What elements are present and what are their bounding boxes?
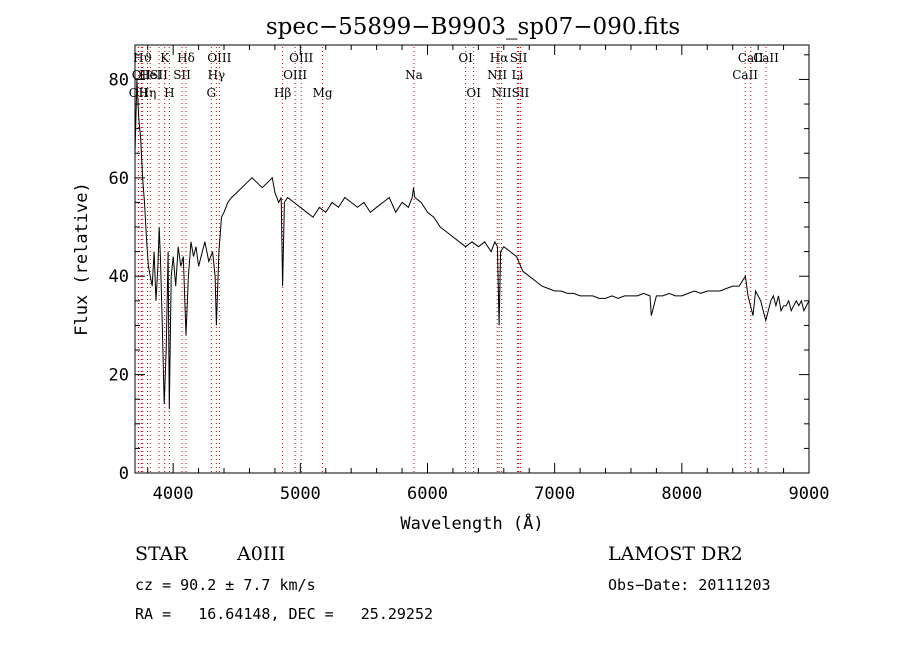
- y-axis: 0 20 40 60 80: [109, 54, 809, 484]
- y-tick-label: 80: [109, 70, 129, 90]
- line-label: OIII: [283, 68, 307, 82]
- line-label: NII: [492, 86, 512, 100]
- line-label: OIII: [207, 51, 231, 65]
- coordinates: RA = 16.64148, DEC = 25.29252: [135, 605, 433, 623]
- line-label: Hα: [490, 51, 509, 65]
- survey-name: LAMOST DR2: [608, 543, 743, 565]
- object-subclass: A0III: [236, 543, 285, 565]
- line-label: Na: [405, 68, 423, 82]
- line-label: G: [207, 86, 217, 100]
- x-tick-label: 8000: [661, 484, 702, 504]
- line-label: CaII: [732, 68, 758, 82]
- line-label: SII: [512, 86, 530, 100]
- line-label: OIII: [289, 51, 313, 65]
- y-axis-label: Flux (relative): [72, 182, 92, 336]
- line-label: H: [164, 86, 174, 100]
- chart-title: spec−55899−B9903_sp07−090.fits: [266, 14, 680, 40]
- line-label: SII: [510, 51, 528, 65]
- line-label: OΙΙ: [132, 68, 152, 82]
- line-markers: [137, 47, 767, 472]
- x-tick-label: 7000: [534, 484, 575, 504]
- y-tick-label: 0: [119, 464, 129, 484]
- line-label: Hη: [139, 86, 157, 100]
- x-axis-label: Wavelength (Å): [400, 512, 543, 534]
- line-labels: OIIOΙΙHϑHηHeISIIKHHδSIIGHγOIIIHβOIIIOIII…: [129, 51, 779, 100]
- line-label: Hγ: [208, 68, 226, 82]
- plot-frame: [134, 44, 810, 474]
- line-label: SII: [150, 68, 168, 82]
- line-label: Li: [511, 68, 523, 82]
- object-class: STAR: [135, 543, 188, 565]
- line-label: CaII: [753, 51, 779, 65]
- line-label: Hδ: [177, 51, 195, 65]
- x-axis: 4000 5000 6000 7000 8000 9000: [147, 45, 830, 504]
- line-label: OI: [458, 51, 473, 65]
- x-tick-label: 9000: [789, 484, 830, 504]
- line-label: OI: [466, 86, 481, 100]
- line-label: Hβ: [274, 86, 291, 100]
- x-tick-label: 5000: [280, 484, 321, 504]
- line-label: Mg: [313, 86, 333, 100]
- x-tick-label: 6000: [407, 484, 448, 504]
- line-label: K: [160, 51, 170, 65]
- x-tick-label: 4000: [153, 484, 194, 504]
- y-tick-label: 20: [109, 366, 129, 386]
- line-label: SII: [173, 68, 191, 82]
- redshift-value: cz = 90.2 ± 7.7 km/s: [135, 576, 316, 594]
- line-label: NII: [487, 68, 507, 82]
- y-tick-label: 60: [109, 169, 129, 189]
- line-label: OII: [129, 86, 149, 100]
- y-tick-label: 40: [109, 267, 129, 287]
- spectrum-line: [134, 79, 810, 410]
- line-label: Hϑ: [133, 51, 152, 65]
- observation-date: Obs−Date: 20111203: [608, 576, 771, 594]
- line-label: HeI: [139, 68, 162, 82]
- line-label: CaII: [738, 51, 764, 65]
